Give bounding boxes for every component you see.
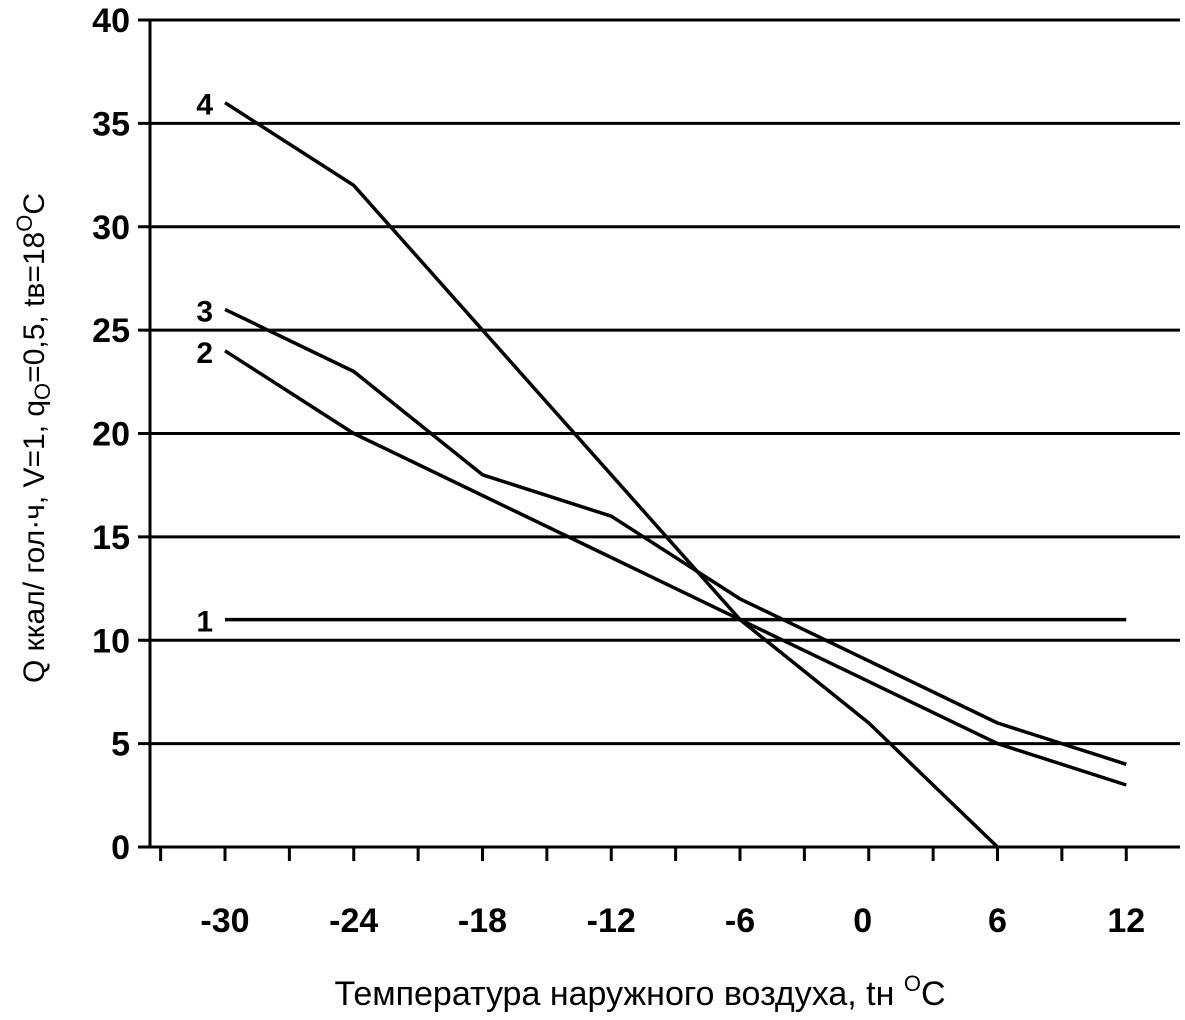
- y-tick-label: 5: [111, 726, 130, 764]
- series-line-4: [224, 101, 999, 849]
- series-line-2: [224, 349, 1127, 787]
- series-label-1: 1: [196, 606, 213, 639]
- axes: [138, 18, 1180, 861]
- grid-lines: [150, 18, 1180, 746]
- x-tick-label: -24: [329, 902, 378, 940]
- y-tick-label: 25: [92, 312, 130, 350]
- y-tick-label: 30: [92, 209, 130, 247]
- x-tick-label: -30: [200, 902, 249, 940]
- series-line-3: [224, 307, 1127, 766]
- y-tick-label: 35: [92, 105, 130, 143]
- x-axis-label: Температура наружного воздуха, tн OC: [334, 971, 945, 1013]
- x-tick-label: 12: [1107, 902, 1145, 940]
- y-tick-label: 20: [92, 416, 130, 454]
- y-tick-label: 10: [92, 622, 130, 660]
- y-tick-labels: 0 5 10 15 20 25 30 35 40: [92, 2, 130, 867]
- x-tick-label: -18: [458, 902, 507, 940]
- y-tick-label: 15: [92, 519, 130, 557]
- x-tick-label: -12: [587, 902, 636, 940]
- series-labels: 1 2 3 4: [196, 89, 213, 639]
- x-tick-label: 6: [988, 902, 1007, 940]
- x-tick-labels: -30 -24 -18 -12 -6 0 6 12: [200, 902, 1145, 940]
- series-label-3: 3: [196, 295, 213, 328]
- series-lines: [224, 101, 1127, 849]
- x-tick-label: -6: [725, 902, 755, 940]
- y-tick-label: 0: [111, 829, 130, 867]
- series-label-4: 4: [196, 89, 213, 122]
- y-axis-label: Q ккал/ гол·ч, V=1, qO=0,5, tв=18OC: [12, 193, 55, 683]
- series-label-2: 2: [196, 337, 213, 370]
- y-tick-label: 40: [92, 2, 130, 40]
- x-tick-label: 0: [853, 902, 872, 940]
